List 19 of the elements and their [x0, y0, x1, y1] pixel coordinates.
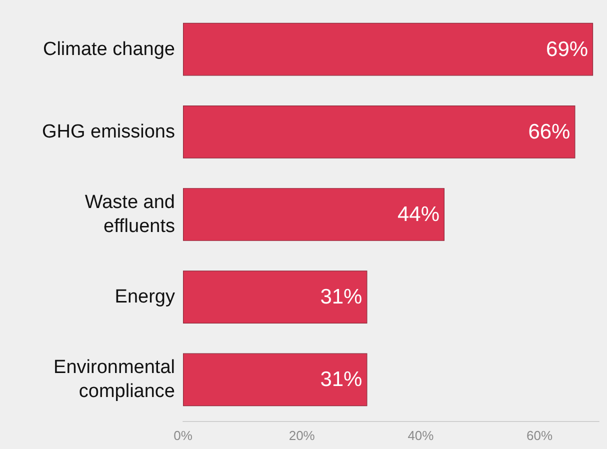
y-tick-label: Environmental compliance	[54, 357, 175, 402]
data-label: 69%	[546, 38, 588, 61]
x-tick-label: 0%	[174, 428, 193, 443]
bar	[183, 188, 444, 241]
x-tick-label: 20%	[288, 428, 316, 443]
data-label: 44%	[397, 203, 440, 226]
x-tick-label: 40%	[408, 428, 434, 443]
bar	[183, 22, 594, 76]
y-tick-label: Waste and effluents	[84, 192, 175, 237]
data-label: 31%	[320, 368, 362, 392]
y-tick-label: GHG emissions	[42, 121, 175, 142]
data-label: 66%	[528, 120, 570, 144]
y-tick-label: Energy	[114, 286, 176, 308]
y-tick-label: Climate change	[42, 38, 175, 60]
bar	[183, 270, 368, 324]
x-tick-label: 60%	[526, 428, 554, 443]
data-label: 31%	[320, 286, 362, 309]
bar	[183, 105, 576, 158]
bar	[183, 353, 368, 406]
